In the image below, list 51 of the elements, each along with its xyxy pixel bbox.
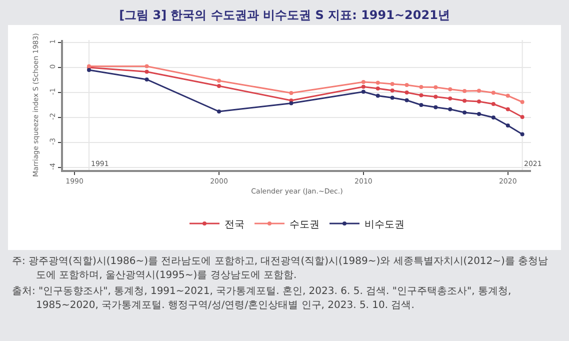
point [477,112,481,116]
point [404,83,409,87]
point [289,91,294,95]
point [217,78,221,83]
point [491,90,496,95]
point [376,80,380,85]
point [520,100,524,104]
point [404,98,409,102]
point [361,84,366,89]
chart-title: [그림 3] 한국의 수도권과 비수도권 S 지표: 1991~2021년 [118,7,451,24]
point [144,70,149,74]
point [506,107,510,112]
point [361,90,366,94]
point [434,85,438,90]
point [217,84,221,88]
point [87,68,91,72]
point [419,93,424,98]
point [506,94,510,98]
point [448,107,452,112]
point [361,80,366,84]
point [448,96,452,100]
point [491,116,496,120]
legend-label: 비수도권 [364,219,404,230]
point [390,82,394,86]
point [448,87,452,92]
point [462,110,467,114]
point [477,100,481,104]
point [462,98,467,103]
point [390,88,394,92]
point [462,89,467,93]
legend-label: 전국 [224,219,244,230]
source-note: 출처: "인구동향조사", 통계청, 1991~2021, 국가통계포털. 혼인, 2023. 6. 5. 검색. "인구주택총조사", 통계청, 1985~2020, 국가통계포털. 행정구역/성/연령/혼인상태별 인구, 2023. 5. 10. 검색. [12,285,512,312]
point [491,102,496,106]
point [390,96,394,100]
point [520,132,524,136]
point [144,78,149,82]
point [217,110,221,114]
point [419,103,424,107]
point [434,94,438,99]
point [520,115,524,119]
point [506,124,510,128]
point [434,105,438,110]
point [144,64,149,68]
point [477,88,481,93]
point [376,86,380,90]
text: 주: 광주광역(직할)시(1986~)를 전라남도에 포함하고, 대전광역(직할)시(1989~)와 세종특별자치시(2012~)를 충청남도에 포함하며, 울산광역시(1995~)를 경상남도에 포함함. [12,255,550,282]
point [289,101,294,106]
point [404,90,409,94]
point [376,94,380,98]
legend-label: 수도권 [290,219,320,230]
point [419,85,424,89]
